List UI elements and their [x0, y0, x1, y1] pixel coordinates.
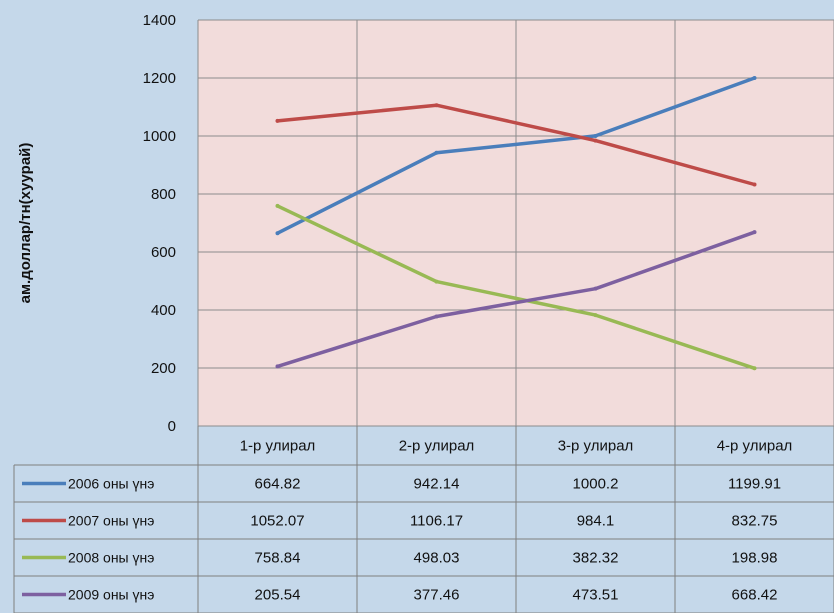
data-label: 498.03: [414, 550, 460, 567]
legend-label: 2009 оны үнэ: [68, 587, 154, 603]
data-point: [593, 286, 598, 291]
data-point: [752, 230, 757, 235]
x-tick-label: 1-р улирал: [240, 438, 316, 455]
data-point: [434, 103, 439, 108]
data-label: 1106.17: [410, 513, 463, 530]
data-point: [593, 138, 598, 143]
data-label: 984.1: [577, 513, 615, 530]
data-point: [434, 150, 439, 155]
data-label: 1052.07: [250, 513, 304, 530]
data-label: 664.82: [255, 476, 301, 493]
data-label: 668.42: [732, 587, 778, 604]
data-point: [275, 231, 280, 236]
data-label: 1000.2: [573, 476, 619, 493]
data-point: [275, 118, 280, 123]
y-axis-ticks: 0 200 400 600 800 1000 1200 1400: [143, 12, 176, 435]
y-tick-label: 600: [151, 244, 176, 261]
series-line: [275, 103, 757, 187]
data-label: 205.54: [255, 587, 301, 604]
data-point: [752, 366, 757, 371]
series-line: [275, 204, 757, 371]
y-tick-label: 200: [151, 360, 176, 377]
data-point: [593, 133, 598, 138]
y-tick-label: 1000: [143, 128, 176, 145]
legend-label: 2008 оны үнэ: [68, 550, 154, 566]
data-point: [434, 279, 439, 284]
y-tick-label: 400: [151, 302, 176, 319]
data-label: 1199.91: [728, 476, 781, 493]
data-label: 382.32: [573, 550, 619, 567]
data-point: [275, 203, 280, 208]
x-tick-label: 4-р улирал: [717, 438, 793, 455]
y-axis-label: ам.доллар/тн(хуурай): [17, 143, 34, 304]
data-point: [752, 182, 757, 187]
legend-label: 2006 оны үнэ: [68, 476, 154, 492]
data-point: [593, 313, 598, 318]
data-point: [275, 364, 280, 369]
data-label: 377.46: [414, 587, 460, 604]
data-label: 473.51: [573, 587, 619, 604]
data-point: [434, 314, 439, 319]
y-tick-label: 0: [168, 418, 176, 435]
x-tick-label: 2-р улирал: [399, 438, 475, 455]
gridlines: [197, 19, 834, 427]
data-label: 832.75: [732, 513, 778, 530]
data-label: 942.14: [414, 476, 460, 493]
data-table: 1-р улирал 2-р улирал 3-р улирал 4-р улирал…: [13, 426, 834, 613]
data-point: [752, 76, 757, 81]
y-tick-label: 1200: [143, 70, 176, 87]
series-lines: [275, 76, 757, 371]
series-line: [275, 230, 757, 369]
y-tick-label: 1400: [143, 12, 176, 29]
legend-label: 2007 оны үнэ: [68, 513, 154, 529]
x-tick-label: 3-р улирал: [558, 438, 634, 455]
y-tick-label: 800: [151, 186, 176, 203]
data-label: 198.98: [732, 550, 778, 567]
data-label: 758.84: [255, 550, 301, 567]
series-line: [275, 76, 757, 235]
